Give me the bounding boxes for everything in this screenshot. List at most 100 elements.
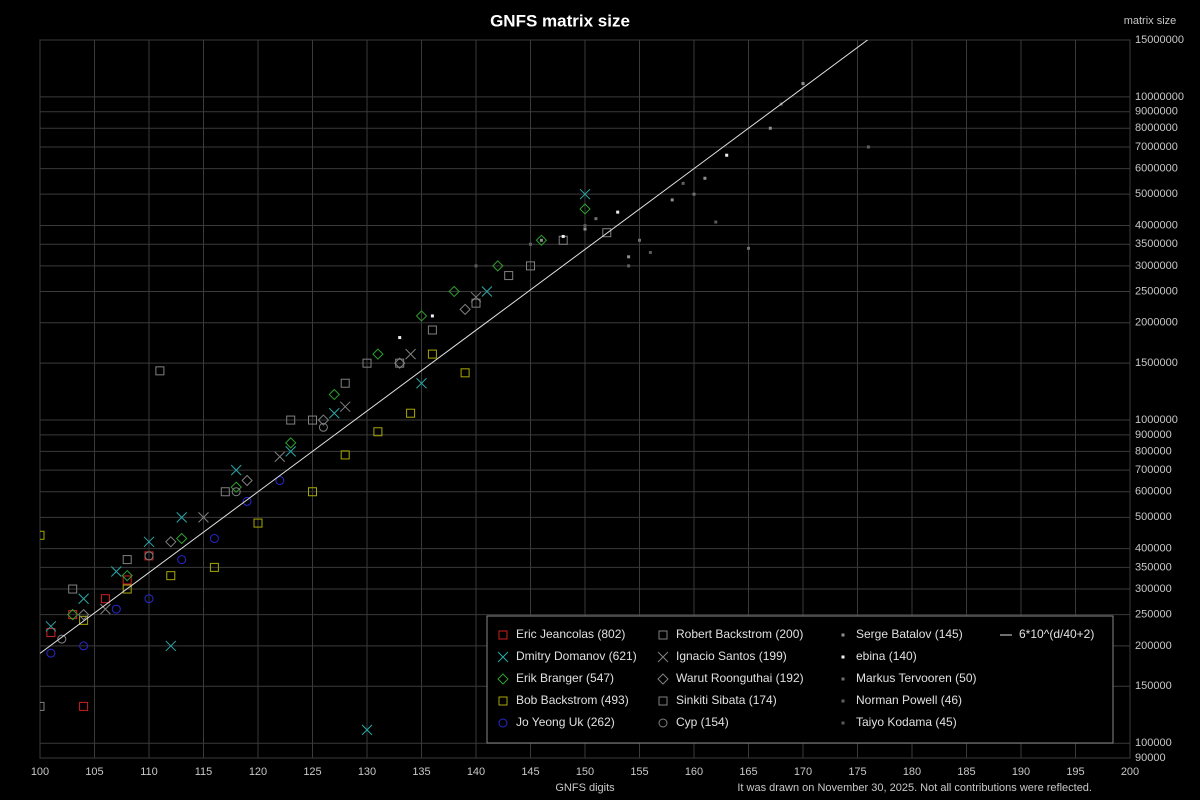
point — [579, 188, 591, 200]
y-tick-label: 400000 — [1135, 543, 1172, 555]
point — [583, 224, 587, 228]
legend-label: Taiyo Kodama (45) — [856, 715, 957, 729]
y-tick-label: 600000 — [1135, 486, 1172, 498]
point — [308, 487, 317, 497]
point — [594, 217, 598, 221]
x-tick-label: 180 — [903, 766, 921, 778]
x-tick-label: 115 — [195, 766, 213, 778]
y-tick-label: 100000 — [1135, 737, 1172, 749]
point — [68, 610, 78, 620]
point — [155, 366, 165, 376]
y-tick-label: 2500000 — [1135, 285, 1178, 297]
y-axis-label: matrix size — [1124, 15, 1177, 27]
legend-label: Cyp (154) — [676, 715, 729, 729]
y-tick-label: 200000 — [1135, 640, 1172, 652]
point — [110, 566, 122, 577]
point — [504, 271, 514, 281]
point — [317, 414, 330, 426]
y-tick-label: 700000 — [1135, 464, 1172, 476]
point — [166, 571, 176, 581]
point — [561, 234, 565, 238]
point — [77, 608, 90, 621]
point — [725, 153, 729, 157]
point — [714, 220, 718, 224]
legend-label: Warut Roonguthai (192) — [676, 671, 804, 685]
legend-marker — [657, 673, 669, 685]
point — [40, 701, 45, 711]
legend-label: Robert Backstrom (200) — [676, 627, 803, 641]
point — [692, 192, 696, 196]
y-tick-label: 6000000 — [1135, 163, 1178, 175]
y-tick-label: 5000000 — [1135, 188, 1178, 200]
point — [284, 437, 297, 449]
point — [66, 608, 79, 621]
legend-label: Ignacio Santos (199) — [676, 649, 787, 663]
point — [165, 536, 177, 548]
y-tick-label: 4000000 — [1135, 219, 1178, 231]
x-axis-label: GNFS digits — [555, 782, 615, 794]
y-tick-label: 150000 — [1135, 680, 1172, 692]
point — [535, 234, 548, 246]
x-tick-label: 125 — [303, 766, 321, 778]
legend — [486, 615, 1114, 744]
point — [638, 238, 641, 242]
point — [460, 368, 470, 378]
y-tick-label: 1000000 — [1135, 414, 1178, 426]
y-tick-label: 8000000 — [1135, 122, 1178, 134]
x-tick-label: 190 — [1012, 766, 1030, 778]
point — [100, 603, 111, 615]
point — [583, 227, 587, 231]
x-tick-label: 185 — [957, 766, 975, 778]
legend-marker — [497, 673, 509, 685]
point — [46, 648, 56, 658]
point — [616, 210, 620, 214]
y-tick-label: 900000 — [1135, 429, 1172, 441]
point — [220, 487, 230, 497]
legend-marker — [498, 718, 508, 728]
y-tick-label: 350000 — [1135, 561, 1172, 573]
point — [46, 628, 56, 638]
point — [406, 408, 416, 418]
y-tick-label: 500000 — [1135, 511, 1172, 523]
point — [627, 264, 631, 268]
point — [681, 181, 685, 185]
y-tick-label: 90000 — [1135, 752, 1166, 764]
point — [241, 474, 253, 487]
point — [427, 325, 437, 335]
point — [242, 496, 252, 506]
y-tick-label: 250000 — [1135, 609, 1172, 621]
x-tick-label: 140 — [467, 766, 485, 778]
point — [398, 336, 402, 340]
legend-label: Jo Yeong Uk (262) — [516, 715, 615, 729]
point — [481, 286, 493, 297]
legend-marker — [658, 696, 668, 706]
legend-label: Norman Powell (46) — [856, 693, 962, 707]
point — [340, 450, 350, 460]
x-tick-label: 130 — [358, 766, 376, 778]
point — [339, 401, 351, 413]
point — [393, 357, 406, 369]
point — [100, 594, 110, 604]
point — [198, 511, 209, 523]
x-tick-label: 200 — [1121, 766, 1139, 778]
point — [415, 310, 428, 322]
point — [416, 377, 427, 389]
point — [448, 285, 460, 298]
point — [308, 415, 317, 425]
point — [79, 701, 89, 711]
point — [471, 298, 481, 308]
legend-label: Bob Backstrom (493) — [516, 693, 629, 707]
point — [430, 314, 434, 318]
point — [122, 584, 132, 594]
point — [274, 451, 286, 463]
y-tick-label: 300000 — [1135, 583, 1172, 595]
point — [539, 238, 543, 242]
point — [579, 203, 591, 215]
point — [111, 604, 121, 614]
y-tick-label: 10000000 — [1135, 91, 1184, 103]
legend-marker — [497, 651, 509, 663]
point — [286, 415, 296, 425]
point — [57, 634, 67, 644]
point — [78, 593, 89, 605]
